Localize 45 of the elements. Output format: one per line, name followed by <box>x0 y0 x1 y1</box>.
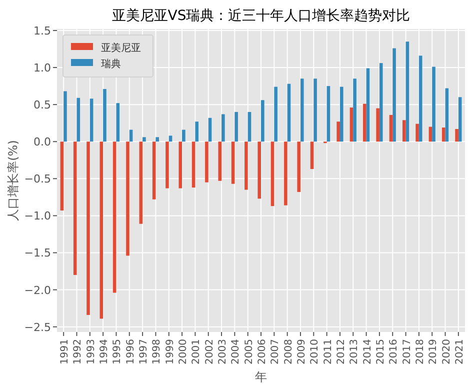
y-tick-label: 0.5 <box>34 98 51 112</box>
x-tick-label: 1995 <box>112 339 124 364</box>
legend-label: 亚美尼亚 <box>101 42 141 54</box>
x-tick-label: 1991 <box>60 339 71 364</box>
x-tick-label: 2021 <box>454 339 466 364</box>
legend-label: 瑞典 <box>101 58 121 70</box>
y-tick-label: −2.5 <box>24 320 51 334</box>
y-tick-label: −0.5 <box>24 172 51 186</box>
x-tick-label: 2003 <box>218 339 229 364</box>
x-tick-label: 2016 <box>388 339 400 364</box>
x-tick-label: 2007 <box>270 339 282 364</box>
x-tick-label: 1993 <box>86 339 97 364</box>
x-tick-label: 2019 <box>428 339 440 364</box>
x-tick-label: 2020 <box>441 339 452 364</box>
x-tick-label: 2015 <box>375 339 386 364</box>
x-tick-label: 2009 <box>296 339 308 364</box>
x-tick-label: 1997 <box>138 339 150 364</box>
x-tick-label: 2014 <box>362 339 374 364</box>
x-tick-label: 1992 <box>72 339 84 364</box>
x-tick-label: 2012 <box>336 339 347 364</box>
x-tick-label: 1998 <box>152 339 163 364</box>
y-tick-label: −1.5 <box>24 246 51 260</box>
x-tick-label: 2010 <box>310 339 321 364</box>
x-tick-label: 1996 <box>125 339 136 364</box>
x-tick-label: 2017 <box>402 339 413 364</box>
x-tick-label: 1994 <box>99 339 110 364</box>
x-tick-label: 2004 <box>230 339 242 364</box>
x-tick-label: 2002 <box>204 339 216 364</box>
y-tick-label: −1.0 <box>24 210 51 223</box>
chart-title: 亚美尼亚VS瑞典：近三十年人口增长率趋势对比 <box>112 8 410 24</box>
x-tick-label: 2008 <box>283 339 294 364</box>
x-tick-label: 2013 <box>349 339 360 364</box>
x-tick-label: 2011 <box>322 339 334 364</box>
y-tick-label: 1.5 <box>34 24 51 38</box>
x-tick-label: 2006 <box>257 339 268 364</box>
x-tick-label: 2005 <box>244 339 255 364</box>
x-axis-title: 年 <box>255 370 267 384</box>
y-tick-label: 0.0 <box>34 136 51 149</box>
x-tick-label: 2000 <box>178 339 190 364</box>
x-tick-label: 2001 <box>191 339 202 364</box>
x-tick-label: 2018 <box>414 339 426 364</box>
y-axis-title: 人口增长率(%) <box>6 140 20 221</box>
y-tick-label: 1.0 <box>34 62 51 75</box>
y-tick-label: −2.0 <box>24 284 51 297</box>
x-tick-label: 1999 <box>164 339 176 364</box>
